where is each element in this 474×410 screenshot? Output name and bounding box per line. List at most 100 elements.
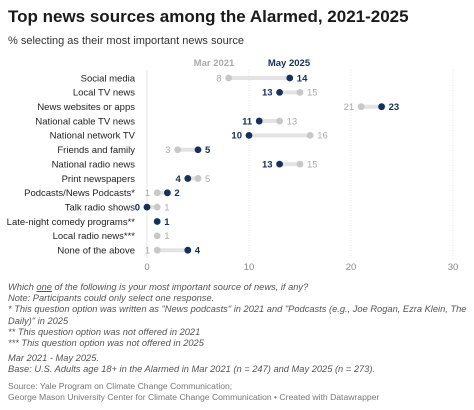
- value-label-may-2025: 1: [164, 217, 170, 228]
- category-label: Late-night comedy programs**: [7, 217, 136, 228]
- value-label-may-2025: 11: [242, 116, 253, 127]
- value-label-mar-2021: 15: [307, 159, 318, 170]
- value-label-may-2025: 23: [389, 102, 400, 113]
- chart-row: News websites or apps 21 23: [37, 102, 399, 113]
- category-label: National cable TV news: [35, 116, 135, 127]
- value-label-mar-2021: 16: [317, 131, 328, 142]
- value-label-mar-2021: 1: [145, 246, 150, 257]
- chart-row: Print newspapers 5 4: [62, 174, 211, 185]
- value-label-may-2025: 5: [205, 145, 211, 156]
- value-label-may-2025: 4: [176, 174, 182, 185]
- category-label: News websites or apps: [37, 102, 135, 113]
- x-tick-label: 20: [346, 262, 357, 273]
- category-label: Talk radio shows: [65, 202, 135, 213]
- chart-row: Podcasts/News Podcasts* 1 2: [24, 188, 180, 199]
- dot-mar-2021: [296, 160, 304, 168]
- value-label-may-2025: 10: [231, 131, 242, 142]
- chart-row: National network TV 16 10: [50, 131, 328, 142]
- category-label: National radio news: [52, 159, 136, 170]
- value-label-may-2025: 2: [174, 188, 179, 199]
- chart-row: Social media 8 14: [81, 73, 308, 84]
- chart-row: None of the above 1 4: [57, 246, 200, 257]
- dot-may-2025: [286, 74, 294, 82]
- value-label-mar-2021: 1: [164, 231, 169, 242]
- chart-row: Late-night comedy programs** 1: [7, 217, 171, 228]
- value-label-mar-2021: 3: [165, 145, 170, 156]
- value-label-may-2025: 4: [195, 246, 201, 257]
- dot-mar-2021: [153, 189, 161, 197]
- chart-row: National cable TV news 13 11: [35, 116, 297, 127]
- source-line: Source: Yale Program on Climate Change C…: [8, 381, 233, 391]
- dot-may-2025: [184, 246, 192, 254]
- chart-notes: Which one of the following is your most …: [8, 282, 466, 349]
- chart-source: Source: Yale Program on Climate Change C…: [8, 381, 379, 403]
- value-label-mar-2021: 15: [307, 88, 318, 99]
- value-label-mar-2021: 5: [205, 174, 210, 185]
- value-label-mar-2021: 13: [287, 116, 298, 127]
- dot-may-2025: [378, 103, 385, 111]
- chart-row: Local TV news 15 13: [73, 88, 318, 99]
- dot-mar-2021: [194, 175, 202, 182]
- dot-mar-2021: [153, 203, 161, 211]
- base-description: Base: U.S. Adults age 18+ in the Alarmed…: [8, 364, 376, 375]
- chart-title: Top news sources among the Alarmed, 2021…: [8, 7, 409, 26]
- category-label: Print newspapers: [62, 174, 136, 185]
- category-label: National network TV: [50, 131, 136, 142]
- dot-may-2025: [255, 117, 263, 125]
- dot-plot: 0 10 20 30 Mar 2021 May 2025 Social media 8 1…: [7, 58, 459, 273]
- dot-mar-2021: [153, 232, 161, 240]
- note-line: Note: Participants could only select one…: [8, 293, 215, 304]
- category-label: Social media: [81, 73, 136, 84]
- dot-mar-2021: [153, 246, 161, 254]
- category-label: Local TV news: [73, 88, 135, 99]
- dot-may-2025: [164, 189, 171, 197]
- chart-row: National radio news 15 13: [52, 159, 318, 170]
- category-label: Local radio news***: [53, 231, 136, 242]
- question-text: Which one of the following is your most …: [8, 282, 309, 292]
- value-label-mar-2021: 1: [145, 188, 150, 199]
- value-label-may-2025: 13: [262, 159, 273, 170]
- date-range: Mar 2021 - May 2025.: [8, 353, 99, 363]
- note-line: * This question option was written as "N…: [8, 304, 467, 315]
- source-line: George Mason University Center for Clima…: [8, 391, 380, 402]
- chart-row: Local radio news*** 1: [53, 231, 170, 242]
- value-label-may-2025: 13: [262, 88, 273, 99]
- x-axis: 0 10 20 30: [144, 262, 458, 273]
- value-label-mar-2021: 1: [164, 202, 169, 213]
- dot-mar-2021: [306, 132, 314, 139]
- category-label: Friends and family: [57, 145, 135, 156]
- dot-may-2025: [143, 203, 151, 211]
- x-tick-label: 10: [244, 262, 255, 273]
- chart-row: Talk radio shows 1 0: [65, 202, 170, 213]
- dot-may-2025: [276, 88, 283, 96]
- value-label-mar-2021: 21: [344, 102, 355, 113]
- dot-may-2025: [194, 146, 202, 154]
- note-line: Daily)" in 2025: [8, 315, 69, 326]
- chart-row: Friends and family 3 5: [57, 145, 211, 156]
- dot-mar-2021: [296, 88, 304, 96]
- x-tick-label: 0: [144, 262, 149, 273]
- x-tick-label: 30: [448, 262, 459, 273]
- value-label-may-2025: 14: [297, 73, 308, 84]
- dot-mar-2021: [225, 74, 233, 82]
- dot-may-2025: [153, 218, 161, 225]
- dot-mar-2021: [357, 103, 365, 111]
- dot-may-2025: [245, 132, 253, 139]
- category-label: None of the above: [57, 246, 135, 257]
- value-label-may-2025: 0: [135, 202, 140, 213]
- legend-mar-2021: Mar 2021: [194, 58, 235, 69]
- grid-lines: [146, 70, 454, 259]
- dot-may-2025: [276, 160, 283, 168]
- value-label-mar-2021: 8: [216, 73, 221, 84]
- dot-mar-2021: [174, 146, 182, 154]
- legend-may-2025: May 2025: [268, 58, 311, 69]
- dot-may-2025: [184, 175, 192, 182]
- dot-mar-2021: [276, 117, 283, 125]
- note-line: ** This question option was not offered …: [8, 326, 201, 337]
- note-line: *** This question option was not offered…: [8, 338, 204, 349]
- chart-subtitle: % selecting as their most important news…: [8, 35, 244, 47]
- legend: Mar 2021 May 2025: [194, 58, 311, 69]
- category-label: Podcasts/News Podcasts*: [24, 188, 135, 199]
